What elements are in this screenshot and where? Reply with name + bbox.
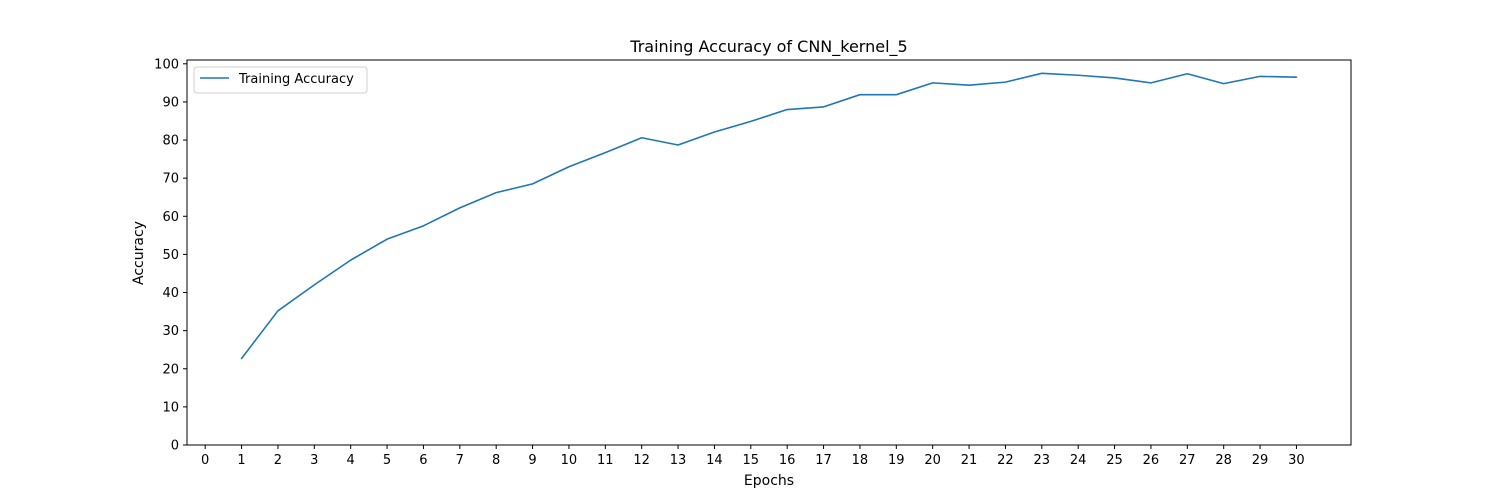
x-tick-label: 9 [528,453,536,468]
x-tick-label: 3 [310,453,318,468]
x-tick-label: 16 [779,453,796,468]
x-tick-label: 11 [597,453,614,468]
y-tick-label: 90 [162,95,179,110]
y-tick-label: 50 [162,248,179,263]
x-tick-label: 27 [1179,453,1196,468]
x-tick-label: 22 [997,453,1014,468]
y-tick-label: 100 [154,57,179,72]
y-tick-label: 60 [162,210,179,225]
x-tick-label: 14 [706,453,723,468]
y-tick-label: 70 [162,172,179,187]
y-tick-label: 80 [162,134,179,149]
x-tick-label: 30 [1288,453,1305,468]
x-tick-label: 2 [274,453,282,468]
x-axis-label: Epochs [744,473,794,489]
x-tick-label: 1 [237,453,245,468]
x-tick-label: 18 [852,453,869,468]
x-tick-label: 7 [456,453,464,468]
y-tick-label: 40 [162,286,179,301]
x-tick-label: 21 [961,453,978,468]
x-tick-label: 12 [633,453,650,468]
y-axis-ticks: 0 10 20 30 40 50 60 70 80 90 100 [154,57,187,454]
x-tick-label: 20 [924,453,941,468]
x-tick-label: 28 [1215,453,1232,468]
plot-frame [186,59,1352,446]
x-tick-label: 0 [201,453,209,468]
x-tick-label: 8 [492,453,500,468]
x-tick-label: 13 [670,453,687,468]
y-tick-label: 30 [162,324,179,339]
y-tick-label: 10 [162,400,179,415]
x-tick-label: 10 [561,453,578,468]
x-tick-label: 26 [1143,453,1160,468]
series-line-training-accuracy [240,72,1298,360]
x-tick-label: 23 [1034,453,1051,468]
y-tick-label: 20 [162,362,179,377]
legend-box [193,66,368,94]
x-tick-label: 24 [1070,453,1087,468]
legend: Training Accuracy [193,66,368,94]
x-tick-label: 6 [419,453,427,468]
chart-title: Training Accuracy of CNN_kernel_5 [629,37,907,57]
x-axis-ticks: 0 1 2 3 4 5 6 7 8 9 10 11 12 13 14 15 16 17 18 19 20 21 22 23 24… [201,445,1305,468]
x-tick-label: 5 [383,453,391,468]
y-tick-label: 0 [171,439,179,454]
x-tick-label: 19 [888,453,905,468]
x-tick-label: 17 [815,453,832,468]
x-tick-label: 25 [1106,453,1123,468]
y-axis-label: Accuracy [131,221,147,285]
legend-label: Training Accuracy [238,72,354,87]
x-tick-label: 29 [1252,453,1269,468]
x-tick-label: 15 [743,453,760,468]
x-tick-label: 4 [347,453,355,468]
